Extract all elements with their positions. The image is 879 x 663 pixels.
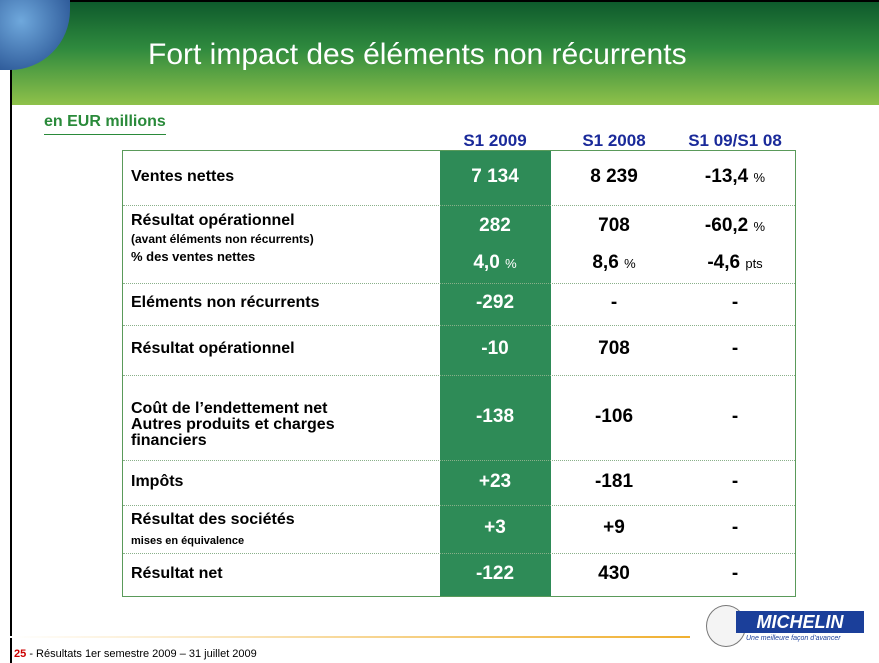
row-separator <box>123 460 795 461</box>
cell-value: -181 <box>594 470 634 492</box>
cell-unit: % <box>505 256 517 271</box>
cell: 4,0 % <box>440 252 550 274</box>
row-sublabel: (avant éléments non récurrents) <box>131 232 314 246</box>
cell-value: -122 <box>475 563 515 584</box>
page-number: 25 <box>14 648 27 660</box>
cell: -13,4 % <box>680 166 790 188</box>
row-separator <box>123 283 795 284</box>
cell-value: -4,6 <box>707 252 741 273</box>
cell-value: -10 <box>481 338 509 359</box>
subtitle: en EUR millions <box>44 113 166 135</box>
cell-value: - <box>731 338 739 359</box>
row-label: Résultat opérationnel <box>131 340 295 357</box>
cell-value: 7 134 <box>471 165 519 187</box>
row-label: Ventes nettes <box>131 167 235 185</box>
cell: - <box>680 471 790 493</box>
cell: 7 134 <box>440 166 550 188</box>
cell-value: -106 <box>594 405 634 427</box>
cell-unit: % <box>624 256 636 271</box>
logo: MICHELIN Une meilleure façon d’avancer <box>706 605 864 649</box>
cell: 708 <box>559 338 669 360</box>
cell-unit: pts <box>745 256 763 271</box>
cell: - <box>680 292 790 314</box>
column-header: S1 2009 <box>463 131 527 150</box>
cell-value: +23 <box>478 470 512 492</box>
row-label: Résultat net <box>131 565 223 582</box>
logo-tagline: Une meilleure façon d’avancer <box>746 635 841 642</box>
cell: +9 <box>559 517 669 539</box>
cell: 8,6 % <box>559 252 669 274</box>
row-label: % des ventes nettes <box>131 249 256 264</box>
cell-value: - <box>610 292 618 313</box>
footer: 25 - Résultats 1er semestre 2009 – 31 ju… <box>14 648 257 660</box>
cell: +3 <box>440 517 550 539</box>
cell-value: 282 <box>479 215 511 236</box>
cell: 430 <box>559 563 669 585</box>
cell-value: 8 239 <box>590 165 638 187</box>
cell: -181 <box>559 471 669 493</box>
cell: 8 239 <box>559 166 669 188</box>
cell: -106 <box>559 406 669 428</box>
cell-value: -13,4 <box>704 165 749 187</box>
row-label: Résultat des sociétés <box>131 511 295 528</box>
cell: - <box>559 292 669 314</box>
row-separator <box>123 553 795 554</box>
cell: -60,2 % <box>680 215 790 237</box>
row-separator <box>123 205 795 206</box>
cell-value: +3 <box>484 517 506 538</box>
cell: +23 <box>440 471 550 493</box>
cell-value: - <box>731 470 739 492</box>
table <box>122 150 796 597</box>
cell: -292 <box>440 292 550 314</box>
footer-line <box>10 636 690 638</box>
row-label: Coût de l’endettement net Autres produit… <box>131 399 335 449</box>
cell: - <box>680 338 790 360</box>
cell-value: 708 <box>598 215 630 236</box>
cell-value: 430 <box>598 563 630 584</box>
highlight-column <box>440 150 551 597</box>
row-label: Résultat opérationnel <box>131 212 295 229</box>
cell-value: -60,2 <box>704 215 749 236</box>
cell-value: - <box>731 563 739 584</box>
row-label: Eléments non récurrents <box>131 294 320 311</box>
cell: 708 <box>559 215 669 237</box>
cell-value: - <box>731 405 739 427</box>
logo-name: MICHELIN <box>736 611 864 633</box>
cell-value: - <box>731 292 739 313</box>
row-separator <box>123 375 795 376</box>
cell-value: - <box>731 517 739 538</box>
left-border <box>10 0 12 663</box>
cell: -4,6 pts <box>680 252 790 274</box>
cell-unit: % <box>753 219 766 234</box>
cell: 282 <box>440 215 550 237</box>
cell: - <box>680 517 790 539</box>
cell: - <box>680 563 790 585</box>
title: Fort impact des éléments non récurrents <box>148 38 687 71</box>
footer-text: - Résultats 1er semestre 2009 – 31 juill… <box>29 648 257 660</box>
column-header: S1 2008 <box>582 131 646 150</box>
cell: -122 <box>440 563 550 585</box>
cell: -138 <box>440 406 550 428</box>
cell-value: -138 <box>475 405 515 427</box>
cell: -10 <box>440 338 550 360</box>
cell-value: -292 <box>475 292 515 313</box>
cell-value: 708 <box>598 338 630 359</box>
column-header: S1 09/S1 08 <box>688 131 782 150</box>
cell-unit: % <box>753 169 766 185</box>
row-label: Impôts <box>131 472 184 490</box>
cell-value: 4,0 <box>473 252 500 273</box>
header-band <box>10 0 879 105</box>
row-sublabel: mises en équivalence <box>131 535 245 547</box>
cell: - <box>680 406 790 428</box>
cell-value: 8,6 <box>592 252 619 273</box>
row-separator <box>123 505 795 506</box>
cell-value: +9 <box>603 517 625 538</box>
row-separator <box>123 325 795 326</box>
